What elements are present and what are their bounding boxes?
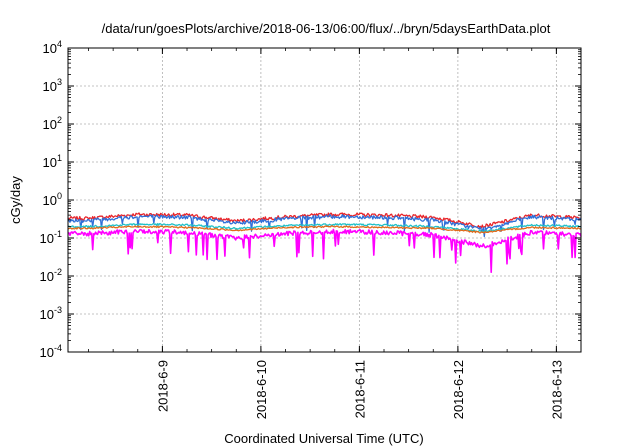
x-tick-label: 2018-6-9 [155, 360, 170, 412]
x-axis-label: Coordinated Universal Time (UTC) [224, 431, 423, 446]
series-line-3 [67, 222, 582, 233]
y-axis-label: cGy/day [8, 176, 23, 224]
series-layer [67, 212, 582, 273]
grid-layer [68, 48, 581, 352]
chart-title: /data/run/goesPlots/archive/2018-06-13/0… [102, 21, 551, 36]
x-tick-label: 2018-6-11 [352, 360, 367, 418]
x-tick-label: 2018-6-12 [451, 360, 466, 419]
series-line-4 [67, 225, 582, 234]
x-tick-label: 2018-6-13 [549, 360, 564, 419]
x-tick-label: 2018-6-10 [254, 360, 269, 419]
series-line-5 [67, 228, 582, 273]
series-line-1 [67, 212, 582, 229]
plot-frame [67, 47, 582, 353]
series-line-2 [67, 214, 582, 238]
